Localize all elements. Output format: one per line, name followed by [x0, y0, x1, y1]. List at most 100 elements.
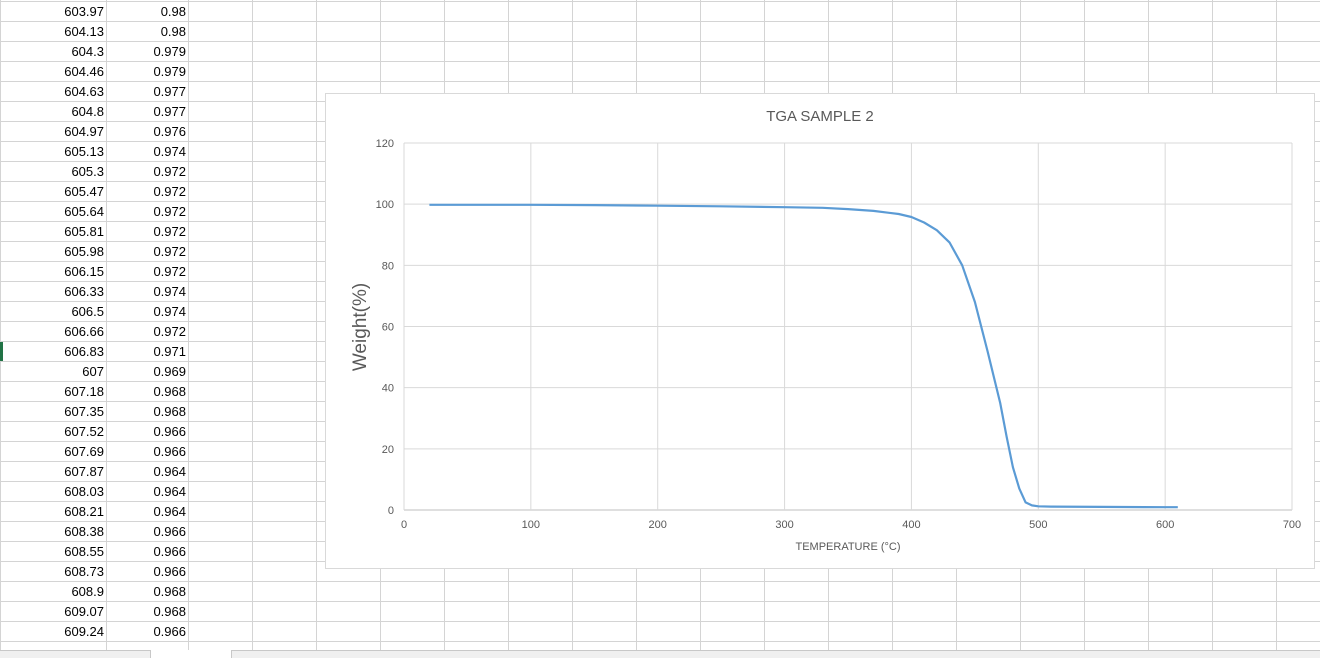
cell-weight[interactable]: 0.966 — [153, 564, 186, 579]
cell-temperature[interactable]: 605.64 — [64, 204, 104, 219]
table-row[interactable]: 609.24 0.966 — [0, 622, 230, 642]
cell-temperature[interactable]: 607.87 — [64, 464, 104, 479]
cell-temperature[interactable]: 607.52 — [64, 424, 104, 439]
table-row[interactable]: 608.03 0.964 — [0, 482, 230, 502]
cell-weight[interactable]: 0.964 — [153, 484, 186, 499]
cell-weight[interactable]: 0.964 — [153, 504, 186, 519]
table-row[interactable]: 604.3 0.979 — [0, 42, 230, 62]
table-row[interactable]: 609.07 0.968 — [0, 602, 230, 622]
cell-temperature[interactable]: 608.03 — [64, 484, 104, 499]
cell-temperature[interactable]: 608.21 — [64, 504, 104, 519]
table-row[interactable]: 608.21 0.964 — [0, 502, 230, 522]
table-row[interactable]: 604.63 0.977 — [0, 82, 230, 102]
cell-weight[interactable]: 0.966 — [153, 544, 186, 559]
chart[interactable]: TGA SAMPLE 2 0 20 40 60 80 100 120 0 100 200 300 4… — [325, 93, 1315, 569]
table-row[interactable]: 604.46 0.979 — [0, 62, 230, 82]
table-row[interactable]: 608.73 0.966 — [0, 562, 230, 582]
cell-temperature[interactable]: 605.47 — [64, 184, 104, 199]
cell-temperature[interactable]: 605.98 — [64, 244, 104, 259]
cell-weight[interactable]: 0.98 — [160, 4, 186, 19]
table-row[interactable]: 605.13 0.974 — [0, 142, 230, 162]
cell-temperature[interactable]: 604.97 — [64, 124, 104, 139]
table-row[interactable]: 605.47 0.972 — [0, 182, 230, 202]
cell-weight[interactable]: 0.974 — [153, 144, 186, 159]
cell-weight[interactable]: 0.979 — [153, 64, 186, 79]
cell-weight[interactable]: 0.972 — [153, 244, 186, 259]
table-row[interactable]: 606.83 0.971 — [0, 342, 230, 362]
cell-temperature[interactable]: 608.55 — [64, 544, 104, 559]
table-row[interactable]: 608.38 0.966 — [0, 522, 230, 542]
cell-temperature[interactable]: 608.73 — [64, 564, 104, 579]
cell-weight[interactable]: 0.968 — [153, 404, 186, 419]
cell-temperature[interactable]: 605.13 — [64, 144, 104, 159]
cell-weight[interactable]: 0.968 — [153, 604, 186, 619]
table-row[interactable]: 607.87 0.964 — [0, 462, 230, 482]
table-row[interactable]: 605.3 0.972 — [0, 162, 230, 182]
cell-weight[interactable]: 0.968 — [153, 584, 186, 599]
cell-temperature[interactable]: 603.97 — [64, 4, 104, 19]
cell-temperature[interactable]: 605.81 — [64, 224, 104, 239]
cell-temperature[interactable]: 606.83 — [64, 344, 104, 359]
cell-weight[interactable]: 0.966 — [153, 624, 186, 639]
cell-temperature[interactable]: 608.9 — [71, 584, 104, 599]
table-row[interactable]: 607.69 0.966 — [0, 442, 230, 462]
cell-temperature[interactable]: 606.66 — [64, 324, 104, 339]
cell-weight[interactable]: 0.972 — [153, 164, 186, 179]
table-row[interactable]: 605.81 0.972 — [0, 222, 230, 242]
cell-weight[interactable]: 0.969 — [153, 364, 186, 379]
table-row[interactable]: 606.5 0.974 — [0, 302, 230, 322]
table-row[interactable]: 605.98 0.972 — [0, 242, 230, 262]
cell-temperature[interactable]: 604.46 — [64, 64, 104, 79]
cell-weight[interactable]: 0.977 — [153, 84, 186, 99]
table-row[interactable]: 603.97 0.98 — [0, 2, 230, 22]
table-row[interactable]: 606.15 0.972 — [0, 262, 230, 282]
cell-temperature[interactable]: 607.18 — [64, 384, 104, 399]
cell-weight[interactable]: 0.972 — [153, 184, 186, 199]
table-row[interactable]: 604.97 0.976 — [0, 122, 230, 142]
table-row[interactable]: 605.64 0.972 — [0, 202, 230, 222]
table-row[interactable]: 607.18 0.968 — [0, 382, 230, 402]
cell-temperature[interactable]: 609.07 — [64, 604, 104, 619]
cell-weight[interactable]: 0.974 — [153, 284, 186, 299]
table-row[interactable]: 608.9 0.968 — [0, 582, 230, 602]
cell-temperature[interactable]: 606.33 — [64, 284, 104, 299]
cell-weight[interactable]: 0.976 — [153, 124, 186, 139]
table-row[interactable]: 606.33 0.974 — [0, 282, 230, 302]
cell-temperature[interactable]: 607.69 — [64, 444, 104, 459]
cell-weight[interactable]: 0.974 — [153, 304, 186, 319]
cell-weight[interactable]: 0.966 — [153, 424, 186, 439]
cell-temperature[interactable]: 604.3 — [71, 44, 104, 59]
cell-temperature[interactable]: 604.63 — [64, 84, 104, 99]
cell-temperature[interactable]: 607.35 — [64, 404, 104, 419]
table-row[interactable]: 606.66 0.972 — [0, 322, 230, 342]
cell-temperature[interactable]: 608.38 — [64, 524, 104, 539]
cell-weight[interactable]: 0.972 — [153, 224, 186, 239]
table-row[interactable]: 607 0.969 — [0, 362, 230, 382]
table-row[interactable]: 608.55 0.966 — [0, 542, 230, 562]
cell-weight[interactable]: 0.971 — [153, 344, 186, 359]
cell-weight[interactable]: 0.972 — [153, 204, 186, 219]
table-row[interactable]: 604.13 0.98 — [0, 22, 230, 42]
table-row[interactable]: 607.35 0.968 — [0, 402, 230, 422]
cell-weight[interactable]: 0.972 — [153, 324, 186, 339]
cell-weight[interactable]: 0.972 — [153, 264, 186, 279]
cell-weight[interactable]: 0.977 — [153, 104, 186, 119]
cell-temperature[interactable]: 609.24 — [64, 624, 104, 639]
cell-temperature[interactable]: 605.3 — [71, 164, 104, 179]
cell-temperature[interactable]: 604.8 — [71, 104, 104, 119]
cell-weight[interactable]: 0.98 — [160, 24, 186, 39]
sheet-tab-bar[interactable] — [0, 650, 1320, 658]
cell-weight[interactable]: 0.968 — [153, 384, 186, 399]
cell-temperature[interactable]: 607 — [82, 364, 104, 379]
cell-weight[interactable]: 0.966 — [153, 524, 186, 539]
cell-temperature[interactable]: 604.13 — [64, 24, 104, 39]
cell-temperature[interactable]: 606.15 — [64, 264, 104, 279]
table-row[interactable]: 604.8 0.977 — [0, 102, 230, 122]
cell-weight[interactable]: 0.964 — [153, 464, 186, 479]
cell-weight[interactable]: 0.979 — [153, 44, 186, 59]
sheet-tab[interactable] — [150, 650, 232, 658]
cell-weight[interactable]: 0.966 — [153, 444, 186, 459]
cell-temperature[interactable]: 606.5 — [71, 304, 104, 319]
table-row[interactable]: 607.52 0.966 — [0, 422, 230, 442]
